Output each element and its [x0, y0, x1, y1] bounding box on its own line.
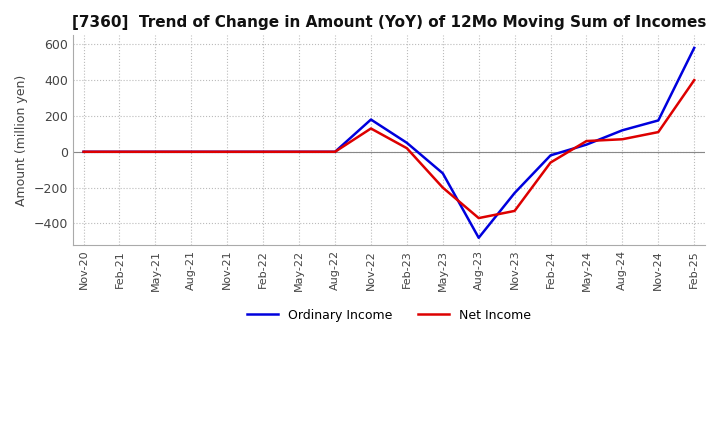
Ordinary Income [546, 153, 555, 158]
Ordinary Income [151, 149, 160, 154]
Net Income [115, 149, 124, 154]
Net Income [618, 136, 626, 142]
Net Income [187, 149, 196, 154]
Ordinary Income [187, 149, 196, 154]
Net Income [259, 149, 268, 154]
Net Income [474, 216, 483, 221]
Ordinary Income [259, 149, 268, 154]
Ordinary Income [474, 235, 483, 240]
Net Income [151, 149, 160, 154]
Ordinary Income [223, 149, 232, 154]
Net Income [654, 129, 662, 135]
Y-axis label: Amount (million yen): Amount (million yen) [15, 74, 28, 206]
Ordinary Income [79, 149, 88, 154]
Line: Ordinary Income: Ordinary Income [84, 48, 694, 238]
Net Income [510, 208, 519, 213]
Net Income [223, 149, 232, 154]
Ordinary Income [510, 191, 519, 196]
Ordinary Income [402, 140, 411, 146]
Ordinary Income [690, 45, 698, 51]
Net Income [79, 149, 88, 154]
Ordinary Income [115, 149, 124, 154]
Net Income [690, 77, 698, 83]
Ordinary Income [366, 117, 375, 122]
Ordinary Income [618, 128, 626, 133]
Net Income [402, 146, 411, 151]
Legend: Ordinary Income, Net Income: Ordinary Income, Net Income [242, 304, 536, 327]
Ordinary Income [582, 142, 591, 147]
Ordinary Income [438, 171, 447, 176]
Net Income [582, 139, 591, 144]
Net Income [294, 149, 303, 154]
Net Income [330, 149, 339, 154]
Title: [7360]  Trend of Change in Amount (YoY) of 12Mo Moving Sum of Incomes: [7360] Trend of Change in Amount (YoY) o… [72, 15, 706, 30]
Ordinary Income [654, 118, 662, 123]
Ordinary Income [294, 149, 303, 154]
Net Income [366, 126, 375, 131]
Net Income [438, 185, 447, 190]
Net Income [546, 160, 555, 165]
Line: Net Income: Net Income [84, 80, 694, 218]
Ordinary Income [330, 149, 339, 154]
